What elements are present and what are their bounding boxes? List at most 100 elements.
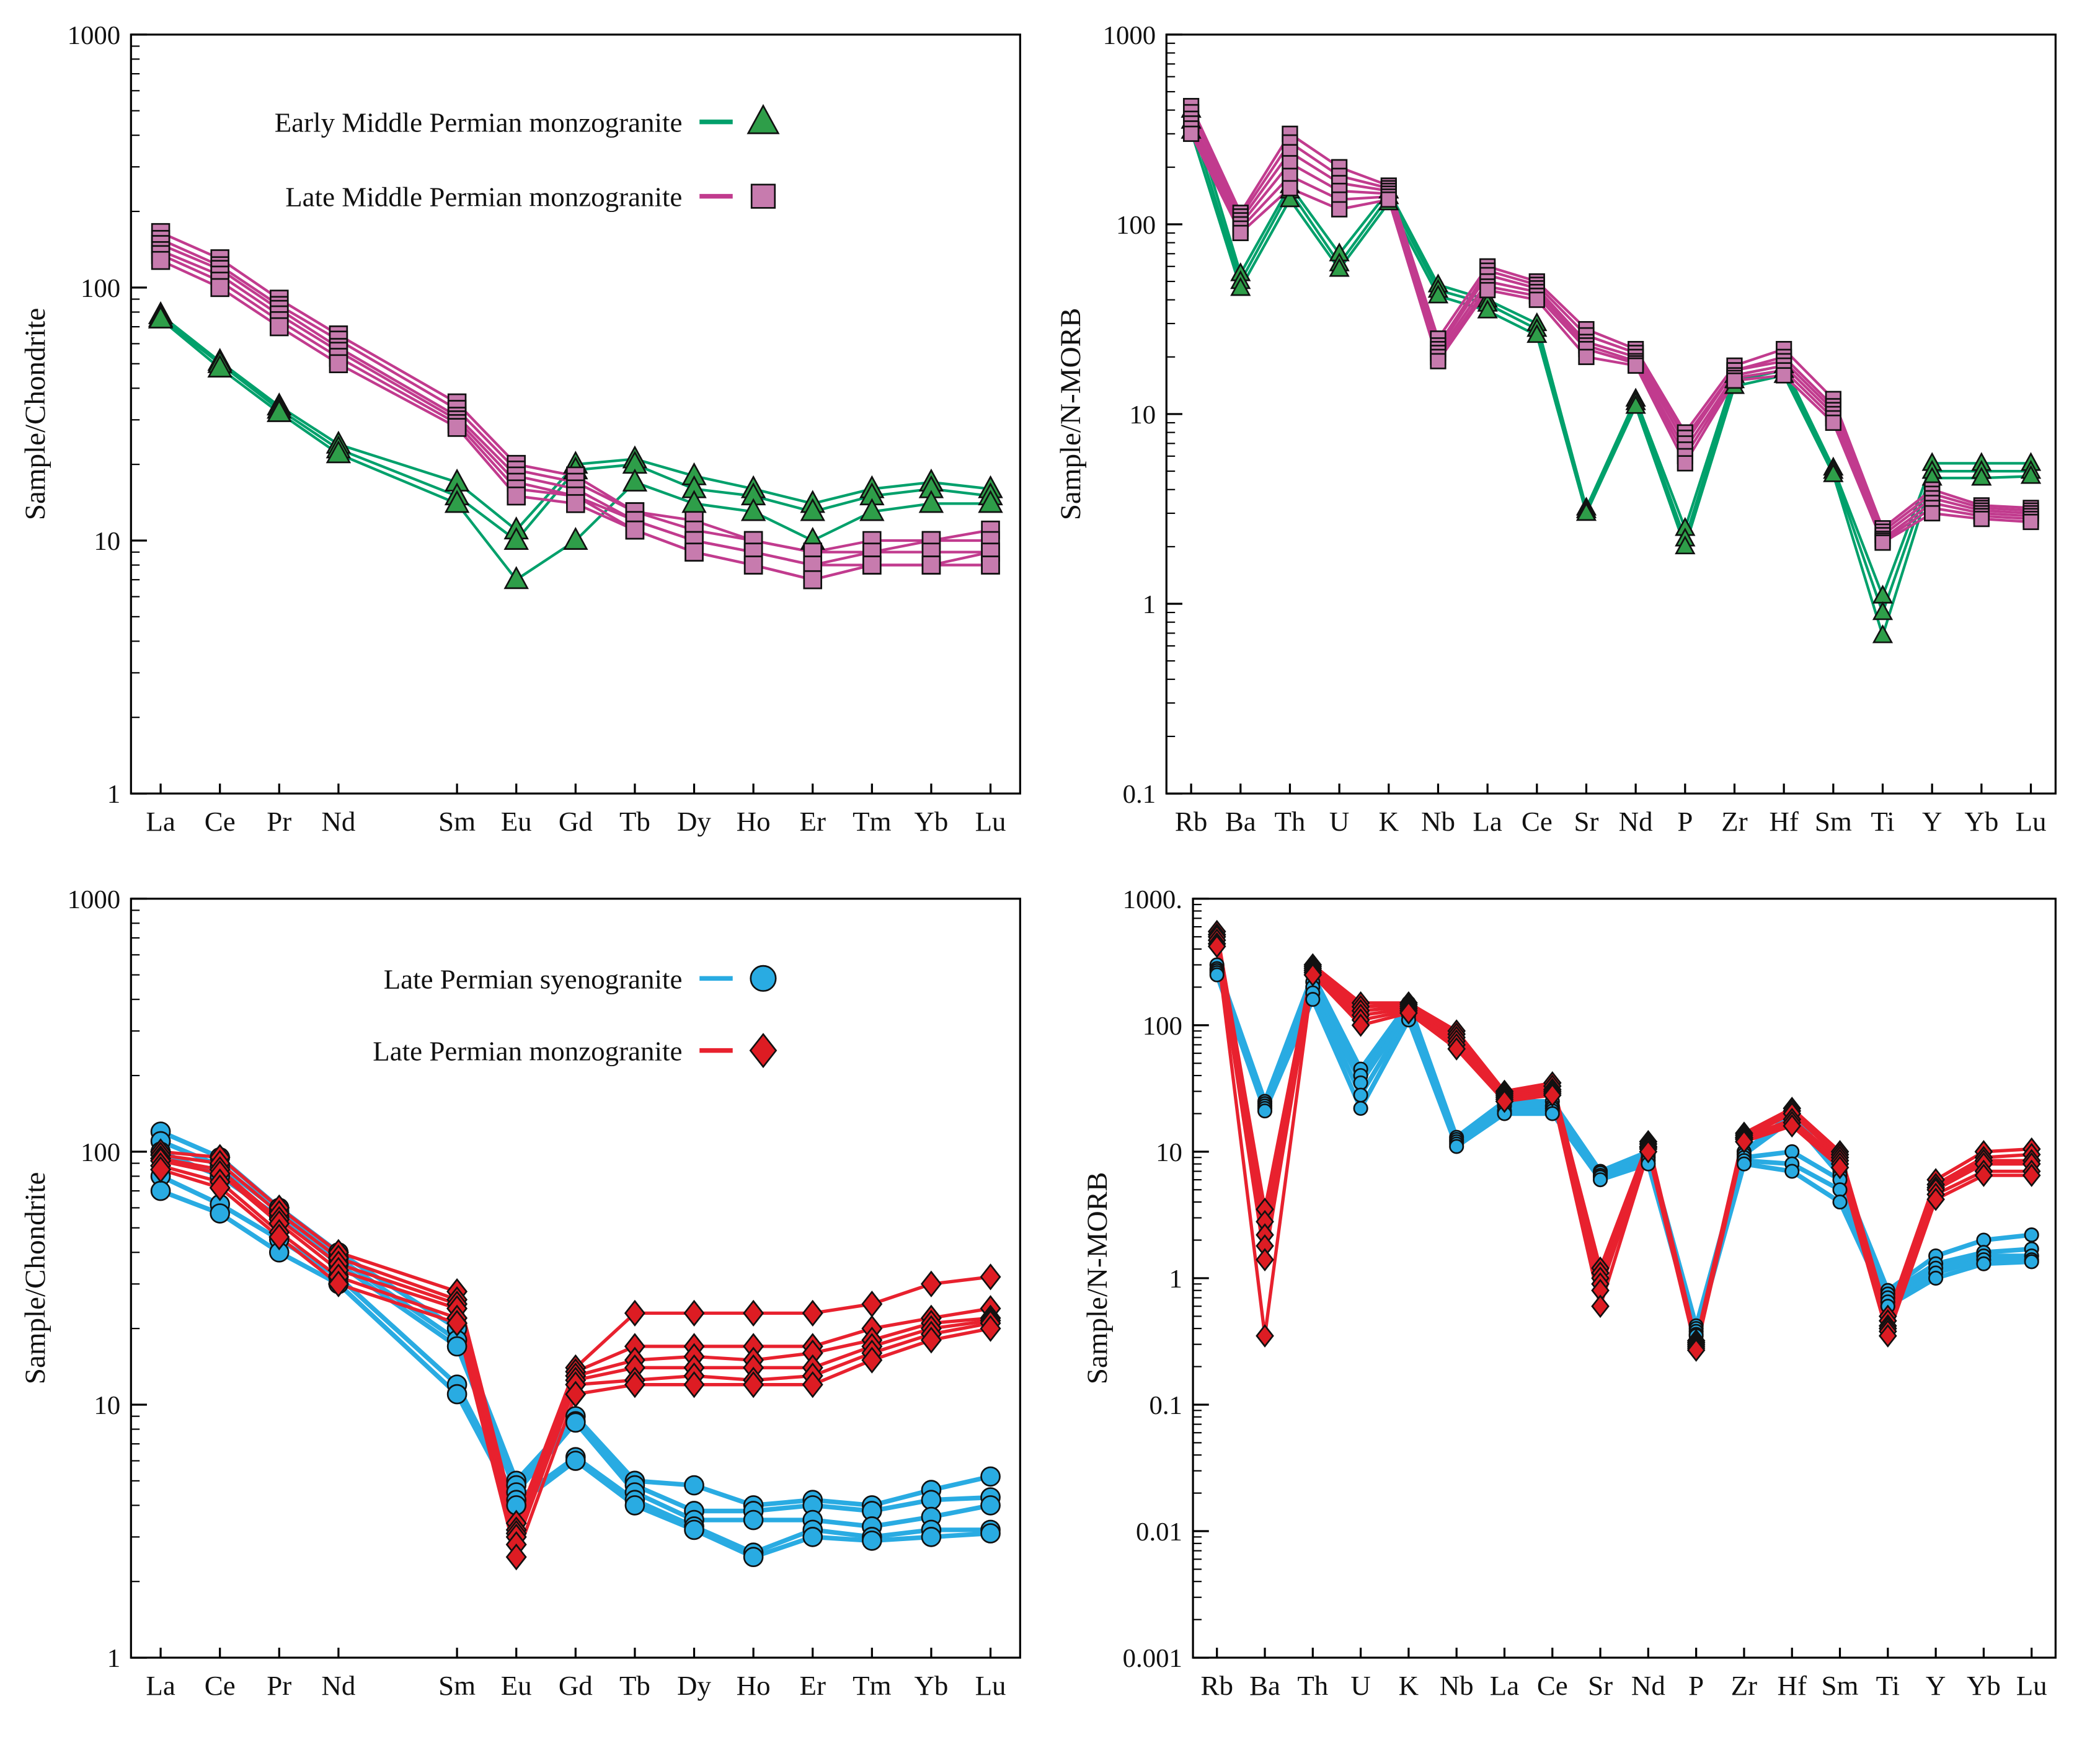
data-point-marker xyxy=(1590,1294,1610,1318)
data-point-marker xyxy=(1825,414,1841,431)
data-point-marker xyxy=(563,526,588,550)
data-point-marker xyxy=(1353,1100,1368,1116)
data-point-marker xyxy=(566,494,585,513)
x-tick-label: P xyxy=(1688,1670,1704,1701)
data-point-marker xyxy=(1207,934,1226,958)
series-line xyxy=(159,249,992,567)
x-tick-label: Nd xyxy=(321,1670,355,1701)
x-tick-label: Tm xyxy=(853,1670,891,1701)
x-tick-label: La xyxy=(146,1670,175,1701)
x-tick-label: Ho xyxy=(737,1670,771,1701)
data-point-marker xyxy=(800,498,825,521)
data-point-marker xyxy=(862,555,882,575)
data-point-marker xyxy=(1447,1036,1466,1061)
data-point-marker xyxy=(1281,180,1298,197)
series-line xyxy=(1215,944,2033,1352)
x-tick-label: Yb xyxy=(914,1670,948,1701)
data-point-marker xyxy=(2022,1163,2040,1187)
x-tick-label: La xyxy=(1489,1670,1518,1701)
x-tick-label: Nd xyxy=(321,806,355,837)
data-point-marker xyxy=(980,1495,1001,1516)
data-point-marker xyxy=(446,1384,467,1404)
series-line xyxy=(159,1167,993,1558)
data-point-marker xyxy=(148,305,174,329)
data-point-marker xyxy=(507,486,526,506)
data-point-marker xyxy=(750,183,776,209)
x-tick-label: Nb xyxy=(1439,1670,1473,1701)
y-tick-label: 10 xyxy=(94,1390,120,1420)
plot-border xyxy=(130,897,1021,1659)
data-point-marker xyxy=(1775,367,1792,384)
x-tick-label: Nd xyxy=(1631,1670,1665,1701)
data-point-marker xyxy=(920,1270,942,1297)
x-tick-label: P xyxy=(1677,806,1693,837)
x-tick-label: Gd xyxy=(559,806,593,837)
x-tick-label: Rb xyxy=(1174,806,1207,837)
series-line xyxy=(1189,104,2032,530)
data-point-marker xyxy=(743,1371,764,1398)
x-tick-label: Ho xyxy=(737,806,771,837)
data-point-marker xyxy=(1331,201,1347,218)
x-tick-label: U xyxy=(1329,806,1349,837)
plot-border xyxy=(130,33,1021,795)
panel-nmorb-middle-permian: 0.1 1 10 100 1000 Rb Ba Th U K Nb La Ce Sr Nd P Zr Hf Sm Ti… xyxy=(1050,9,2086,873)
x-tick-label: Ce xyxy=(1521,806,1552,837)
x-tick-label: Zr xyxy=(1721,806,1747,837)
data-point-marker xyxy=(1726,372,1743,389)
data-point-marker xyxy=(1232,224,1249,241)
x-tick-label: Eu xyxy=(501,806,532,837)
y-tick-label: 1000 xyxy=(68,885,121,914)
data-point-marker xyxy=(2024,1253,2039,1269)
data-point-marker xyxy=(268,1223,290,1250)
series-line xyxy=(1189,130,2032,637)
x-tick-label: Sr xyxy=(1574,806,1598,837)
y-tick-label: 10 xyxy=(1156,1138,1182,1167)
data-point-marker xyxy=(1928,1270,1943,1286)
data-point-marker xyxy=(978,490,1003,513)
data-point-marker xyxy=(684,1475,704,1495)
data-point-marker xyxy=(1255,1323,1274,1348)
data-point-marker xyxy=(1353,1087,1368,1103)
x-tick-label: Pr xyxy=(267,1670,291,1701)
y-tick-label: 1000 xyxy=(68,21,121,50)
data-point-marker xyxy=(1592,1172,1608,1187)
x-tick-label: Hf xyxy=(1769,806,1798,837)
x-tick-label: Dy xyxy=(677,1670,711,1701)
y-tick-label: 1 xyxy=(107,780,120,809)
series-line xyxy=(159,231,992,554)
data-point-marker xyxy=(1526,324,1547,343)
y-axis-label: Sample/N-MORB xyxy=(1081,1172,1113,1384)
data-point-marker xyxy=(2024,1227,2039,1242)
x-tick-label: Er xyxy=(800,806,826,837)
data-point-marker xyxy=(1674,535,1695,555)
y-tick-label: 0.001 xyxy=(1122,1644,1182,1673)
y-tick-label: 0.01 xyxy=(1136,1517,1182,1547)
y-tick-label: 1 xyxy=(1142,590,1155,619)
data-point-marker xyxy=(624,1299,645,1327)
data-point-marker xyxy=(207,354,233,378)
data-point-marker xyxy=(1822,463,1843,482)
data-point-marker xyxy=(1448,1138,1464,1154)
data-point-marker xyxy=(1975,1256,1991,1271)
data-point-marker xyxy=(1874,534,1891,551)
data-point-marker xyxy=(1257,1103,1272,1118)
x-tick-label: Tm xyxy=(853,806,891,837)
data-point-marker xyxy=(683,1371,705,1398)
data-point-marker xyxy=(446,1336,467,1356)
data-point-marker xyxy=(444,490,470,513)
data-point-marker xyxy=(921,1489,942,1510)
data-point-marker xyxy=(859,498,885,521)
x-tick-label: Yb xyxy=(1966,1670,2000,1701)
data-point-marker xyxy=(1303,963,1322,987)
y-tick-label: 1000. xyxy=(1122,885,1182,914)
data-point-marker xyxy=(747,104,780,135)
y-tick-label: 1 xyxy=(107,1644,120,1673)
series-line xyxy=(159,243,992,567)
data-point-marker xyxy=(802,1526,823,1547)
data-point-marker xyxy=(1734,1129,1753,1154)
chart-nmorb-middle-permian: 0.1 1 10 100 1000 Rb Ba Th U K Nb La Ce Sr Nd P Zr Hf Sm Ti… xyxy=(1055,21,2057,837)
data-point-marker xyxy=(151,250,171,270)
x-tick-label: Rb xyxy=(1200,1670,1233,1701)
x-tick-label: Yb xyxy=(914,806,948,837)
